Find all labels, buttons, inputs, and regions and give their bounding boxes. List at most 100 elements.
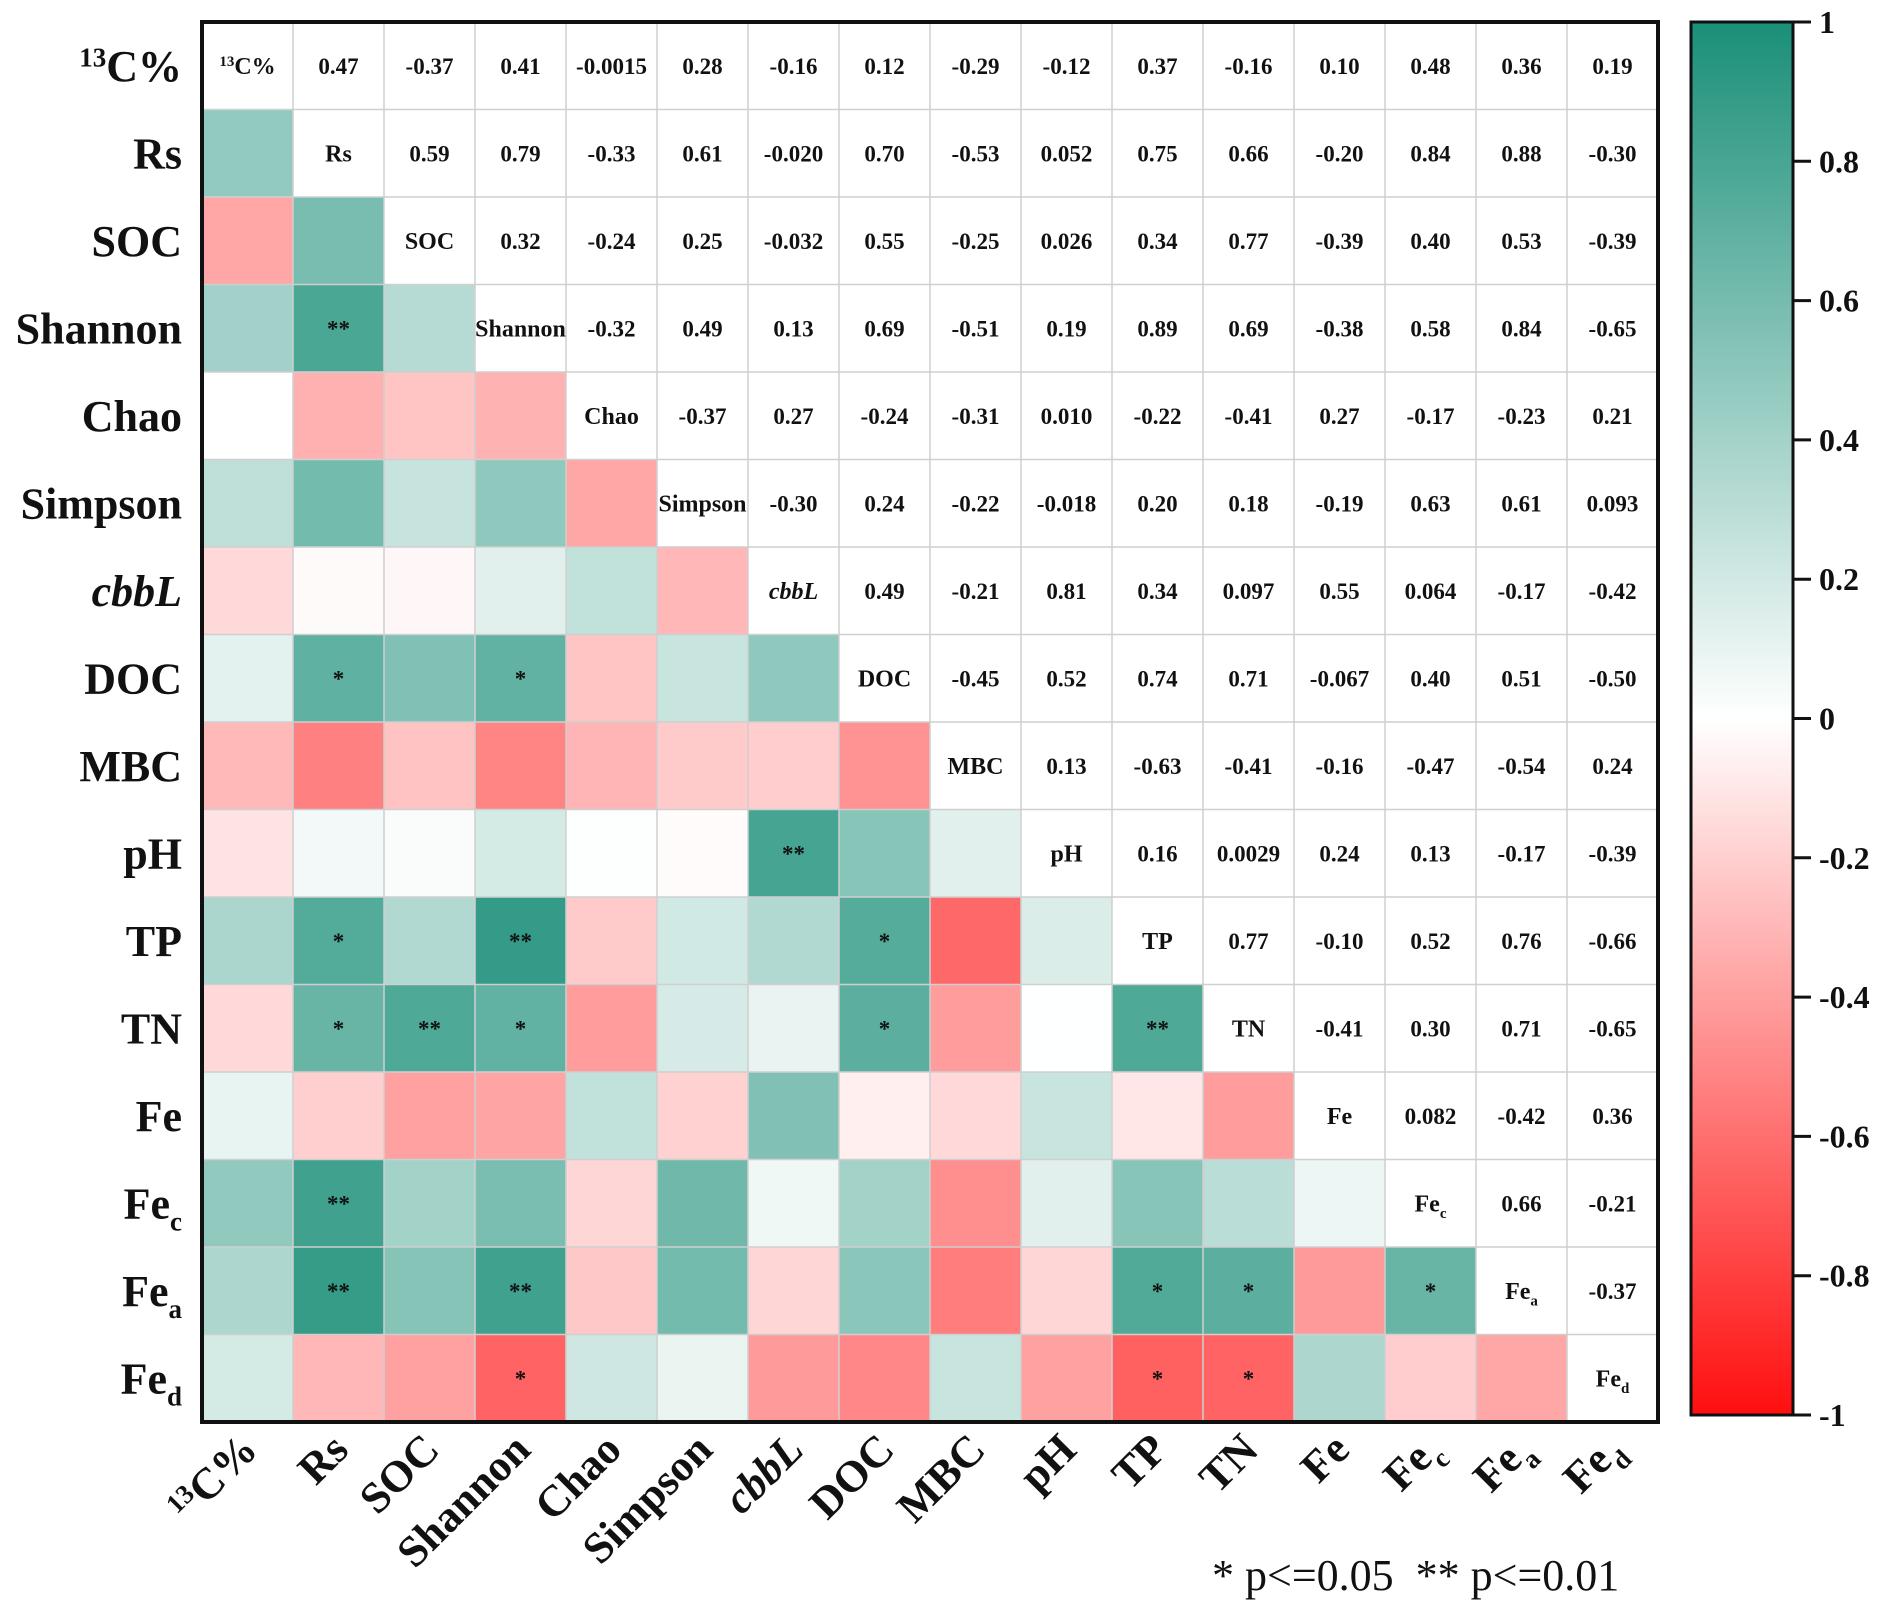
heatmap-cell-tp-doc [839, 897, 931, 985]
diagonal-label-fed: Fed [1596, 1366, 1630, 1397]
column-label-rs: Rs [288, 1424, 357, 1493]
correlation-value: -0.39 [1589, 841, 1637, 866]
heatmap-cell-fed-soc [384, 1334, 476, 1423]
colorbar-tick-label: 0.2 [1819, 561, 1859, 597]
correlation-value: -0.65 [1589, 316, 1637, 341]
heatmap-cell-cbbl-simpson [657, 547, 749, 635]
correlation-value: 0.082 [1405, 1104, 1457, 1129]
correlation-value: 0.66 [1228, 141, 1268, 166]
row-label-chao: Chao [82, 392, 182, 441]
correlation-value: -0.65 [1589, 1016, 1637, 1041]
significance-mark: * [1152, 1279, 1164, 1304]
heatmap-cell-simpson-soc [384, 459, 476, 548]
heatmap-cell-fea-soc [384, 1247, 476, 1335]
correlation-value: -0.22 [952, 491, 1000, 516]
correlation-value: 0.34 [1137, 229, 1178, 254]
heatmap-cell-tn-rs [293, 984, 385, 1073]
significance-mark: * [515, 1016, 527, 1041]
heatmap-cell-tp-shannon [475, 897, 567, 985]
row-label-fe: Fe [136, 1092, 182, 1141]
heatmap-cell-fea-simpson [657, 1247, 749, 1335]
correlation-value: 0.21 [1592, 404, 1632, 429]
heatmap-cell-chao-13c- [202, 372, 294, 460]
heatmap-cell-fea-cbbl [748, 1247, 840, 1335]
correlation-value: 0.16 [1137, 841, 1177, 866]
correlation-value: 0.093 [1587, 491, 1639, 516]
correlation-value: -0.16 [770, 54, 818, 79]
correlation-value: -0.50 [1589, 666, 1637, 691]
heatmap-cell-fe-ph [1021, 1072, 1113, 1160]
heatmap-cell-ph-soc [384, 809, 476, 898]
heatmap-cell-mbc-chao [566, 722, 658, 810]
heatmap-cell-fed-tn [1203, 1334, 1295, 1423]
correlation-value: 0.10 [1319, 54, 1359, 79]
correlation-value: 0.79 [500, 141, 540, 166]
diagonal-label-13c-: 13C% [219, 54, 275, 80]
heatmap-cell-doc-simpson [657, 634, 749, 723]
correlation-value: 0.55 [1319, 579, 1359, 604]
significance-mark: * [1425, 1279, 1437, 1304]
correlation-value: 0.49 [682, 316, 722, 341]
diagonal-label-fec: Fec [1415, 1191, 1447, 1222]
heatmap-cell-fed-mbc [930, 1334, 1022, 1423]
correlation-value: 0.70 [864, 141, 904, 166]
heatmap-cell-fe-13c- [202, 1072, 294, 1160]
significance-mark: * [515, 666, 527, 691]
heatmap-cell-fed-13c- [202, 1334, 294, 1423]
correlation-value: -0.37 [406, 54, 454, 79]
significance-mark: * [515, 1366, 527, 1391]
correlation-value: -0.33 [588, 141, 636, 166]
heatmap-cell-simpson-shannon [475, 459, 567, 548]
correlation-value: -0.42 [1589, 579, 1637, 604]
correlation-value: 0.52 [1046, 666, 1086, 691]
heatmap-cell-shannon-13c- [202, 284, 294, 373]
heatmap-cell-fed-chao [566, 1334, 658, 1423]
heatmap-cell-tn-tp [1112, 984, 1204, 1073]
heatmap-cell-ph-doc [839, 809, 931, 898]
heatmap-cell-soc-13c- [202, 197, 294, 285]
row-label-shannon: Shannon [16, 304, 182, 353]
correlation-value: -0.22 [1134, 404, 1182, 429]
heatmap-cell-fec-tn [1203, 1159, 1295, 1248]
heatmap-cell-tp-mbc [930, 897, 1022, 985]
correlation-value: 0.0029 [1217, 841, 1280, 866]
correlation-value: -0.24 [861, 404, 909, 429]
heatmap-cell-cbbl-soc [384, 547, 476, 635]
heatmap-cell-doc-shannon [475, 634, 567, 723]
row-label-mbc: MBC [79, 742, 182, 791]
correlation-value: 0.89 [1137, 316, 1177, 341]
heatmap-cell-tp-soc [384, 897, 476, 985]
correlation-value: 0.76 [1501, 929, 1541, 954]
row-label-tn: TN [121, 1004, 182, 1053]
colorbar-gradient [1689, 20, 1795, 1417]
column-label-fe: Fe [1291, 1424, 1358, 1491]
heatmap-cell-ph-shannon [475, 809, 567, 898]
heatmap-cell-fec-13c- [202, 1159, 294, 1248]
correlation-value: -0.41 [1225, 404, 1273, 429]
correlation-value: 0.064 [1405, 579, 1457, 604]
correlation-value: 0.53 [1501, 229, 1541, 254]
correlation-value: -0.39 [1316, 229, 1364, 254]
correlation-value: -0.32 [588, 316, 636, 341]
correlation-value: 0.61 [1501, 491, 1541, 516]
heatmap-cell-mbc-simpson [657, 722, 749, 810]
heatmap-cells [202, 109, 1568, 1423]
correlation-value: -0.16 [1316, 754, 1364, 779]
correlation-value: -0.17 [1407, 404, 1455, 429]
correlation-value: 0.13 [773, 316, 813, 341]
correlation-value: 0.36 [1592, 1104, 1632, 1129]
correlation-value: -0.31 [952, 404, 1000, 429]
diagonal-label-rs: Rs [325, 141, 352, 167]
correlation-value: -0.21 [952, 579, 1000, 604]
correlation-value: 0.13 [1046, 754, 1086, 779]
heatmap-cell-ph-rs [293, 809, 385, 898]
correlation-value: 0.71 [1501, 1016, 1541, 1041]
heatmap-cell-fea-fe [1294, 1247, 1386, 1335]
correlation-value: 0.81 [1046, 579, 1086, 604]
heatmap-cell-tp-simpson [657, 897, 749, 985]
heatmap-cell-fed-fec [1385, 1334, 1477, 1423]
heatmap-cell-fec-fe [1294, 1159, 1386, 1248]
heatmap-cell-labels: 13C% 0.47 -0.37 0.41 -0.0015 0.28 -0.16 0.12 -0.… [219, 54, 1638, 1397]
diagonal-label-ph: pH [1050, 841, 1082, 867]
colorbar-tick-label: 0 [1819, 701, 1835, 737]
